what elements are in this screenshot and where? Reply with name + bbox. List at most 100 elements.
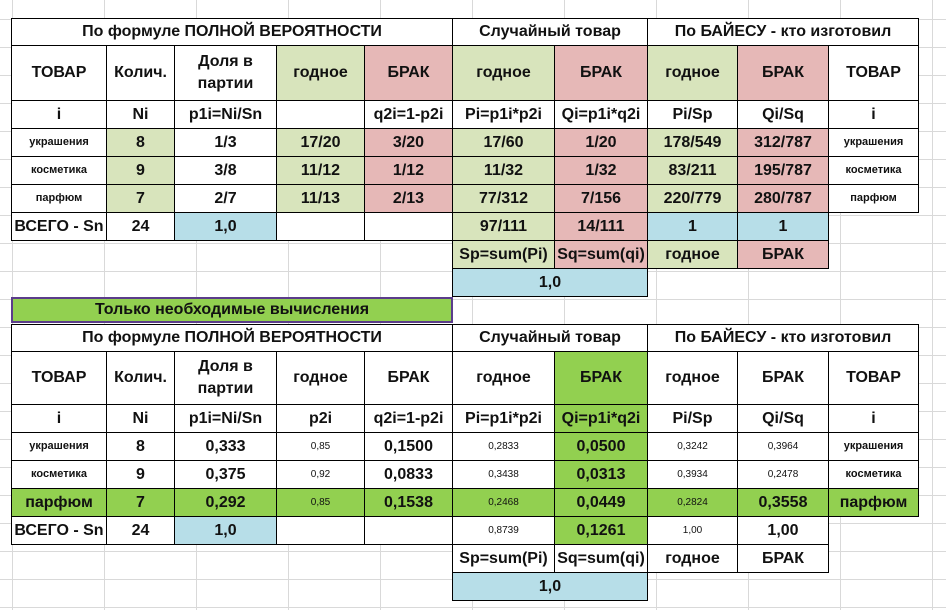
item-name[interactable]: косметика (11, 460, 107, 489)
data-cell[interactable]: 17/20 (276, 128, 365, 157)
column-header[interactable]: БРАК (364, 351, 453, 405)
data-cell[interactable]: 0,3558 (737, 488, 829, 517)
column-header[interactable]: ТОВАР (11, 45, 107, 101)
total-cell[interactable]: 24 (106, 212, 175, 241)
total-cell[interactable]: 1,00 (737, 516, 829, 545)
section-title-random-item[interactable]: Случайный товар (452, 18, 648, 46)
data-cell[interactable]: 0,3964 (737, 432, 829, 461)
data-cell[interactable]: 3/8 (174, 156, 277, 185)
data-cell[interactable]: 0,92 (276, 460, 365, 489)
data-cell[interactable]: 0,0500 (554, 432, 648, 461)
total-cell[interactable]: 14/111 (554, 212, 648, 241)
column-header[interactable]: Колич. (106, 351, 175, 405)
column-header[interactable]: Колич. (106, 45, 175, 101)
data-cell[interactable]: 0,0313 (554, 460, 648, 489)
data-cell[interactable]: 9 (106, 460, 175, 489)
data-cell[interactable]: 11/13 (276, 184, 365, 213)
data-cell[interactable]: 280/787 (737, 184, 829, 213)
column-header[interactable]: годное (647, 351, 738, 405)
total-cell[interactable] (276, 516, 365, 545)
formula-cell[interactable]: i (828, 404, 919, 433)
data-cell[interactable]: 0,3934 (647, 460, 738, 489)
data-cell[interactable]: 7/156 (554, 184, 648, 213)
formula-cell[interactable]: p1i=Ni/Sn (174, 404, 277, 433)
formula-cell[interactable]: p1i=Ni/Sn (174, 100, 277, 129)
section-title-random-item[interactable]: Случайный товар (452, 324, 648, 352)
data-cell[interactable]: 2/7 (174, 184, 277, 213)
data-cell[interactable]: 17/60 (452, 128, 555, 157)
column-header[interactable]: ТОВАР (828, 45, 919, 101)
data-cell[interactable]: 0,2824 (647, 488, 738, 517)
data-cell[interactable]: 9 (106, 156, 175, 185)
data-cell[interactable]: 0,1538 (364, 488, 453, 517)
section-banner[interactable]: Только необходимые вычисления (11, 297, 453, 323)
sum-label[interactable]: годное (647, 544, 738, 573)
column-header[interactable]: Доля в партии (174, 45, 277, 101)
formula-cell[interactable]: Pi=p1i*p2i (452, 100, 555, 129)
sum-label[interactable]: годное (647, 240, 738, 269)
data-cell[interactable]: 11/32 (452, 156, 555, 185)
data-cell[interactable]: 11/12 (276, 156, 365, 185)
formula-cell[interactable]: i (11, 404, 107, 433)
total-cell[interactable]: 0,8739 (452, 516, 555, 545)
item-name[interactable]: украшения (828, 432, 919, 461)
data-cell[interactable]: 0,333 (174, 432, 277, 461)
column-header[interactable]: годное (647, 45, 738, 101)
data-cell[interactable]: 3/20 (364, 128, 453, 157)
data-cell[interactable]: 0,3438 (452, 460, 555, 489)
formula-cell[interactable]: Pi=p1i*p2i (452, 404, 555, 433)
item-name[interactable]: украшения (11, 432, 107, 461)
data-cell[interactable]: 0,0833 (364, 460, 453, 489)
data-cell[interactable]: 312/787 (737, 128, 829, 157)
data-cell[interactable]: 195/787 (737, 156, 829, 185)
sum-label[interactable]: Sp=sum(Pi) (452, 240, 555, 269)
data-cell[interactable]: 0,1500 (364, 432, 453, 461)
column-header[interactable]: Доля в партии (174, 351, 277, 405)
section-title-bayes[interactable]: По БАЙЕСУ - кто изготовил (647, 18, 919, 46)
column-header[interactable]: годное (276, 351, 365, 405)
item-name[interactable]: косметика (828, 156, 919, 185)
column-header[interactable]: годное (452, 351, 555, 405)
formula-cell[interactable]: Pi/Sp (647, 100, 738, 129)
data-cell[interactable]: 0,292 (174, 488, 277, 517)
section-title-full-probability[interactable]: По формуле ПОЛНОЙ ВЕРОЯТНОСТИ (11, 18, 453, 46)
total-cell[interactable] (276, 212, 365, 241)
data-cell[interactable]: 7 (106, 184, 175, 213)
item-name[interactable]: косметика (11, 156, 107, 185)
item-name[interactable]: парфюм (828, 184, 919, 213)
data-cell[interactable]: 0,85 (276, 432, 365, 461)
data-cell[interactable]: 8 (106, 128, 175, 157)
data-cell[interactable]: 0,2478 (737, 460, 829, 489)
total-cell[interactable]: 1,0 (174, 516, 277, 545)
data-cell[interactable]: 1/12 (364, 156, 453, 185)
sum-label[interactable]: БРАК (737, 240, 829, 269)
formula-cell[interactable]: Qi=p1i*q2i (554, 100, 648, 129)
item-name[interactable]: украшения (11, 128, 107, 157)
formula-cell[interactable]: p2i (276, 404, 365, 433)
data-cell[interactable]: 8 (106, 432, 175, 461)
formula-cell[interactable]: Qi/Sq (737, 100, 829, 129)
data-cell[interactable]: 178/549 (647, 128, 738, 157)
total-cell[interactable] (364, 212, 453, 241)
column-header[interactable]: годное (452, 45, 555, 101)
section-title-full-probability[interactable]: По формуле ПОЛНОЙ ВЕРОЯТНОСТИ (11, 324, 453, 352)
column-header[interactable]: БРАК (737, 45, 829, 101)
data-cell[interactable]: 0,85 (276, 488, 365, 517)
formula-cell[interactable]: i (828, 100, 919, 129)
total-cell[interactable]: ВСЕГО - Sn (11, 212, 107, 241)
data-cell[interactable]: 77/312 (452, 184, 555, 213)
sum-label[interactable]: БРАК (737, 544, 829, 573)
total-cell[interactable]: 0,1261 (554, 516, 648, 545)
formula-cell[interactable]: q2i=1-p2i (364, 404, 453, 433)
grand-total[interactable]: 1,0 (452, 572, 648, 601)
total-cell[interactable]: 1,0 (174, 212, 277, 241)
data-cell[interactable]: 1/20 (554, 128, 648, 157)
total-cell[interactable]: 1 (737, 212, 829, 241)
column-header[interactable]: ТОВАР (828, 351, 919, 405)
total-cell[interactable]: ВСЕГО - Sn (11, 516, 107, 545)
data-cell[interactable]: 7 (106, 488, 175, 517)
formula-cell[interactable] (276, 100, 365, 129)
formula-cell[interactable]: Ni (106, 404, 175, 433)
data-cell[interactable]: 1/3 (174, 128, 277, 157)
data-cell[interactable]: 0,2833 (452, 432, 555, 461)
